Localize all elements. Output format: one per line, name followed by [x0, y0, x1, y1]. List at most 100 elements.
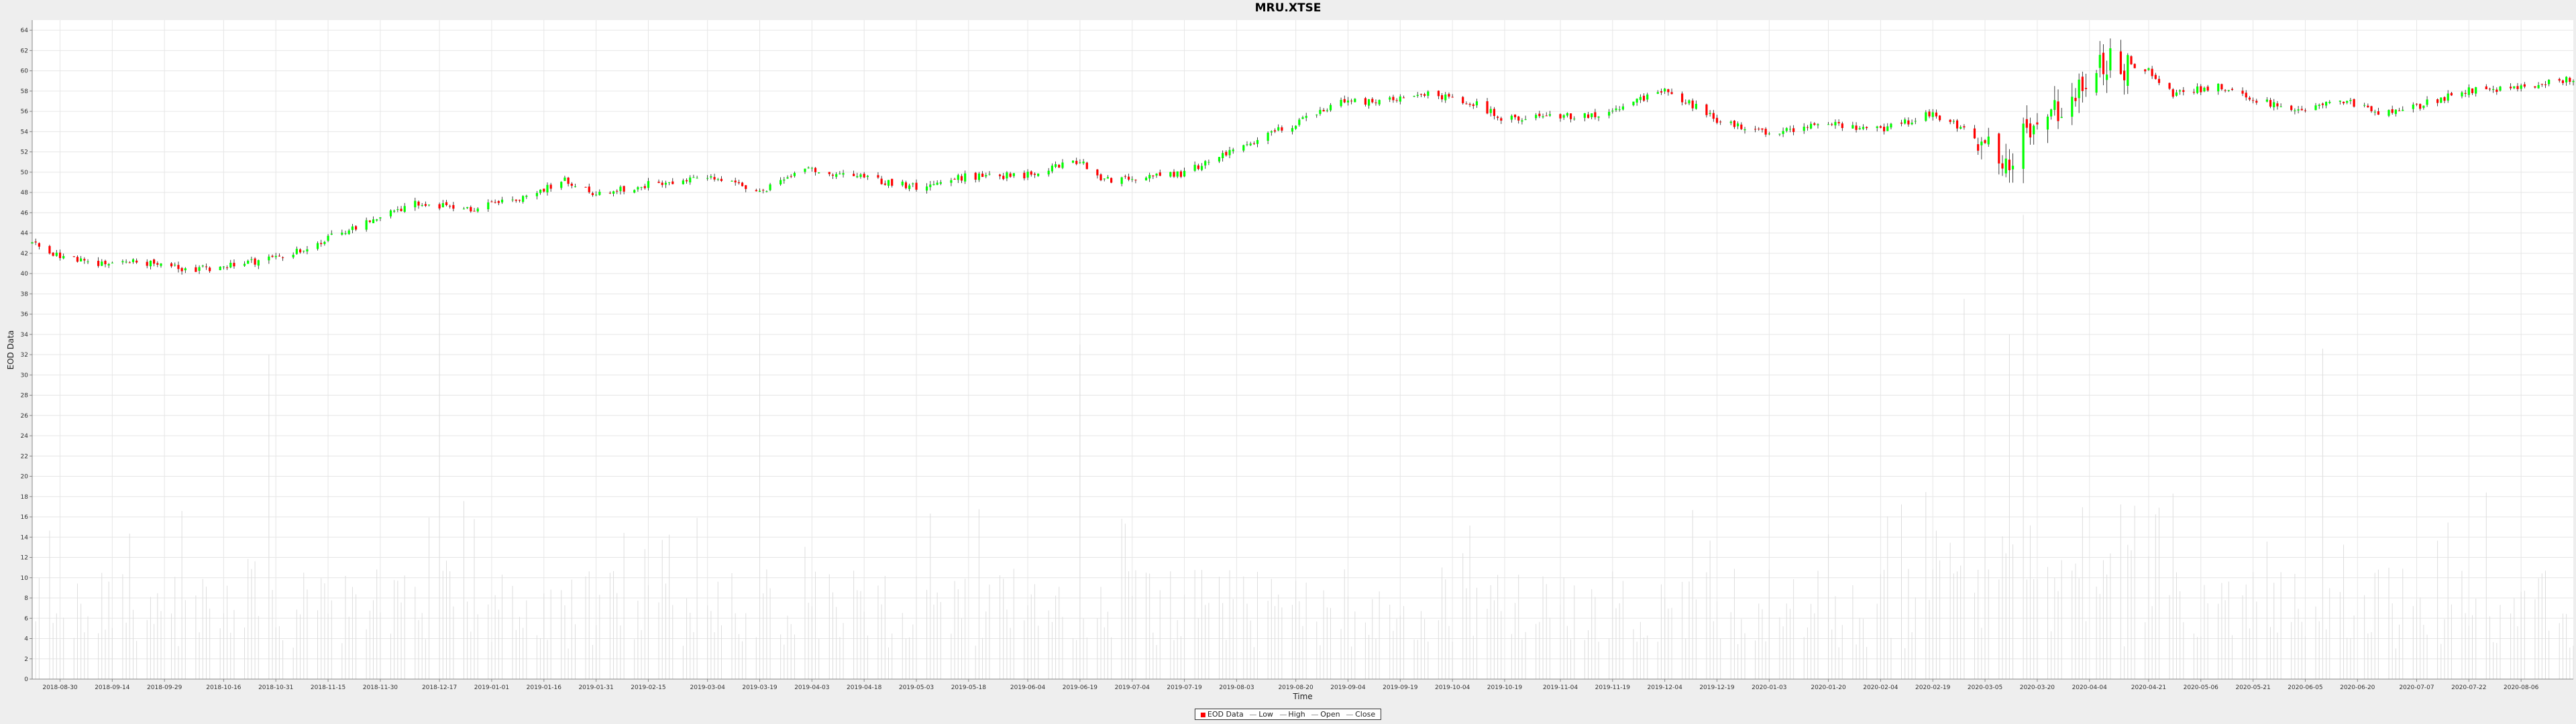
candle-up: [682, 180, 684, 184]
candle-up: [1597, 116, 1600, 118]
candle-up: [1489, 109, 1492, 113]
candle-down: [209, 267, 211, 272]
candle-up: [1346, 100, 1350, 103]
y-tick-label: 46: [21, 210, 29, 217]
candle-down: [2269, 100, 2272, 107]
candle-down: [1173, 172, 1175, 177]
candle-down: [2171, 89, 2174, 97]
candle-up: [929, 184, 932, 188]
candle-up: [1071, 160, 1075, 163]
x-tick-label: 2020-07-07: [2399, 684, 2434, 691]
candle-up: [1222, 153, 1224, 159]
candle-up: [393, 210, 396, 212]
candle-down: [567, 177, 570, 184]
candle-up: [2461, 92, 2463, 97]
candle-down: [1496, 117, 1499, 118]
candle-up: [780, 180, 782, 185]
candle-down: [584, 186, 587, 188]
candle-down: [1740, 124, 1743, 129]
candle-down: [974, 172, 977, 180]
candle-up: [306, 249, 309, 252]
candle-down: [2342, 101, 2345, 104]
candle-down: [2081, 76, 2084, 91]
candle-up: [1329, 105, 1332, 111]
x-tick-label: 2020-03-20: [2020, 684, 2055, 691]
candle-up: [1618, 109, 1621, 111]
candle-up: [1120, 177, 1123, 184]
candle-up: [1695, 103, 1697, 109]
candle-up: [2196, 86, 2199, 93]
legend-label-eod: EOD Data: [1207, 710, 1244, 719]
candle-up: [2053, 100, 2056, 111]
candle-up: [2175, 92, 2178, 96]
x-tick-label: 2018-11-30: [363, 684, 398, 691]
candle-up: [1193, 164, 1196, 171]
x-tick-label: 2020-08-06: [2504, 684, 2539, 691]
candle-down: [1517, 116, 1520, 121]
candle-up: [2394, 109, 2397, 114]
candle-down: [2415, 103, 2418, 105]
candle-up: [2349, 100, 2352, 101]
candle-up: [1416, 95, 1419, 97]
candle-up: [2426, 99, 2428, 105]
candle-up: [107, 263, 110, 265]
x-tick-label: 2018-09-14: [95, 684, 130, 691]
candle-up: [2440, 97, 2443, 103]
candle-down: [2496, 89, 2498, 93]
candle-up: [1427, 91, 1430, 96]
candle-up: [62, 255, 65, 259]
candle-up: [427, 204, 431, 206]
candle-up: [793, 173, 796, 176]
candle-down: [1977, 144, 1980, 151]
candle-down: [1179, 171, 1182, 177]
candle-up: [1510, 115, 1513, 120]
y-tick-label: 44: [21, 231, 29, 237]
candle-down: [146, 261, 148, 266]
candle-up: [925, 186, 928, 191]
candle-down: [1963, 126, 1966, 128]
candle-up: [2314, 105, 2317, 111]
y-tick-label: 10: [21, 575, 29, 582]
candle-up: [957, 175, 959, 180]
candle-down: [2534, 86, 2536, 88]
candle-up: [2046, 116, 2049, 130]
candle-up: [1061, 162, 1064, 168]
x-tick-label: 2020-03-05: [1968, 684, 2002, 691]
candle-down: [2255, 101, 2258, 103]
candle-down: [2509, 86, 2512, 88]
y-tick-label: 18: [21, 494, 29, 501]
candle-down: [1841, 123, 1843, 129]
candle-up: [1277, 127, 1280, 131]
candle-up: [1319, 109, 1322, 114]
candle-up: [810, 168, 813, 169]
candle-up: [936, 182, 938, 185]
y-tick-label: 12: [21, 555, 28, 562]
candle-up: [1890, 123, 1892, 128]
candle-up: [1340, 100, 1342, 107]
candle-down: [72, 256, 75, 257]
candle-down: [2245, 93, 2247, 98]
candle-down: [170, 263, 173, 267]
candle-down: [2192, 92, 2195, 93]
candle-up: [2273, 102, 2275, 108]
candle-up: [466, 206, 469, 208]
candle-up: [1925, 112, 1927, 121]
candles: [31, 38, 2575, 275]
candle-up: [379, 217, 382, 219]
candle-up: [403, 206, 406, 212]
candle-up: [859, 174, 862, 177]
y-axis-label: EOD Data: [6, 330, 15, 370]
y-tick-label: 38: [21, 291, 29, 298]
candle-up: [842, 173, 845, 175]
y-tick-label: 64: [21, 27, 29, 34]
candle-up: [1399, 96, 1401, 102]
x-tick-label: 2019-01-31: [578, 684, 613, 691]
legend-label-open: Open: [1320, 710, 1340, 719]
candle-up: [667, 182, 671, 183]
candle-down: [1023, 172, 1026, 179]
candle-up: [2447, 93, 2449, 101]
candle-up: [1583, 113, 1586, 118]
candle-up: [1904, 119, 1907, 124]
candle-up: [376, 219, 378, 221]
